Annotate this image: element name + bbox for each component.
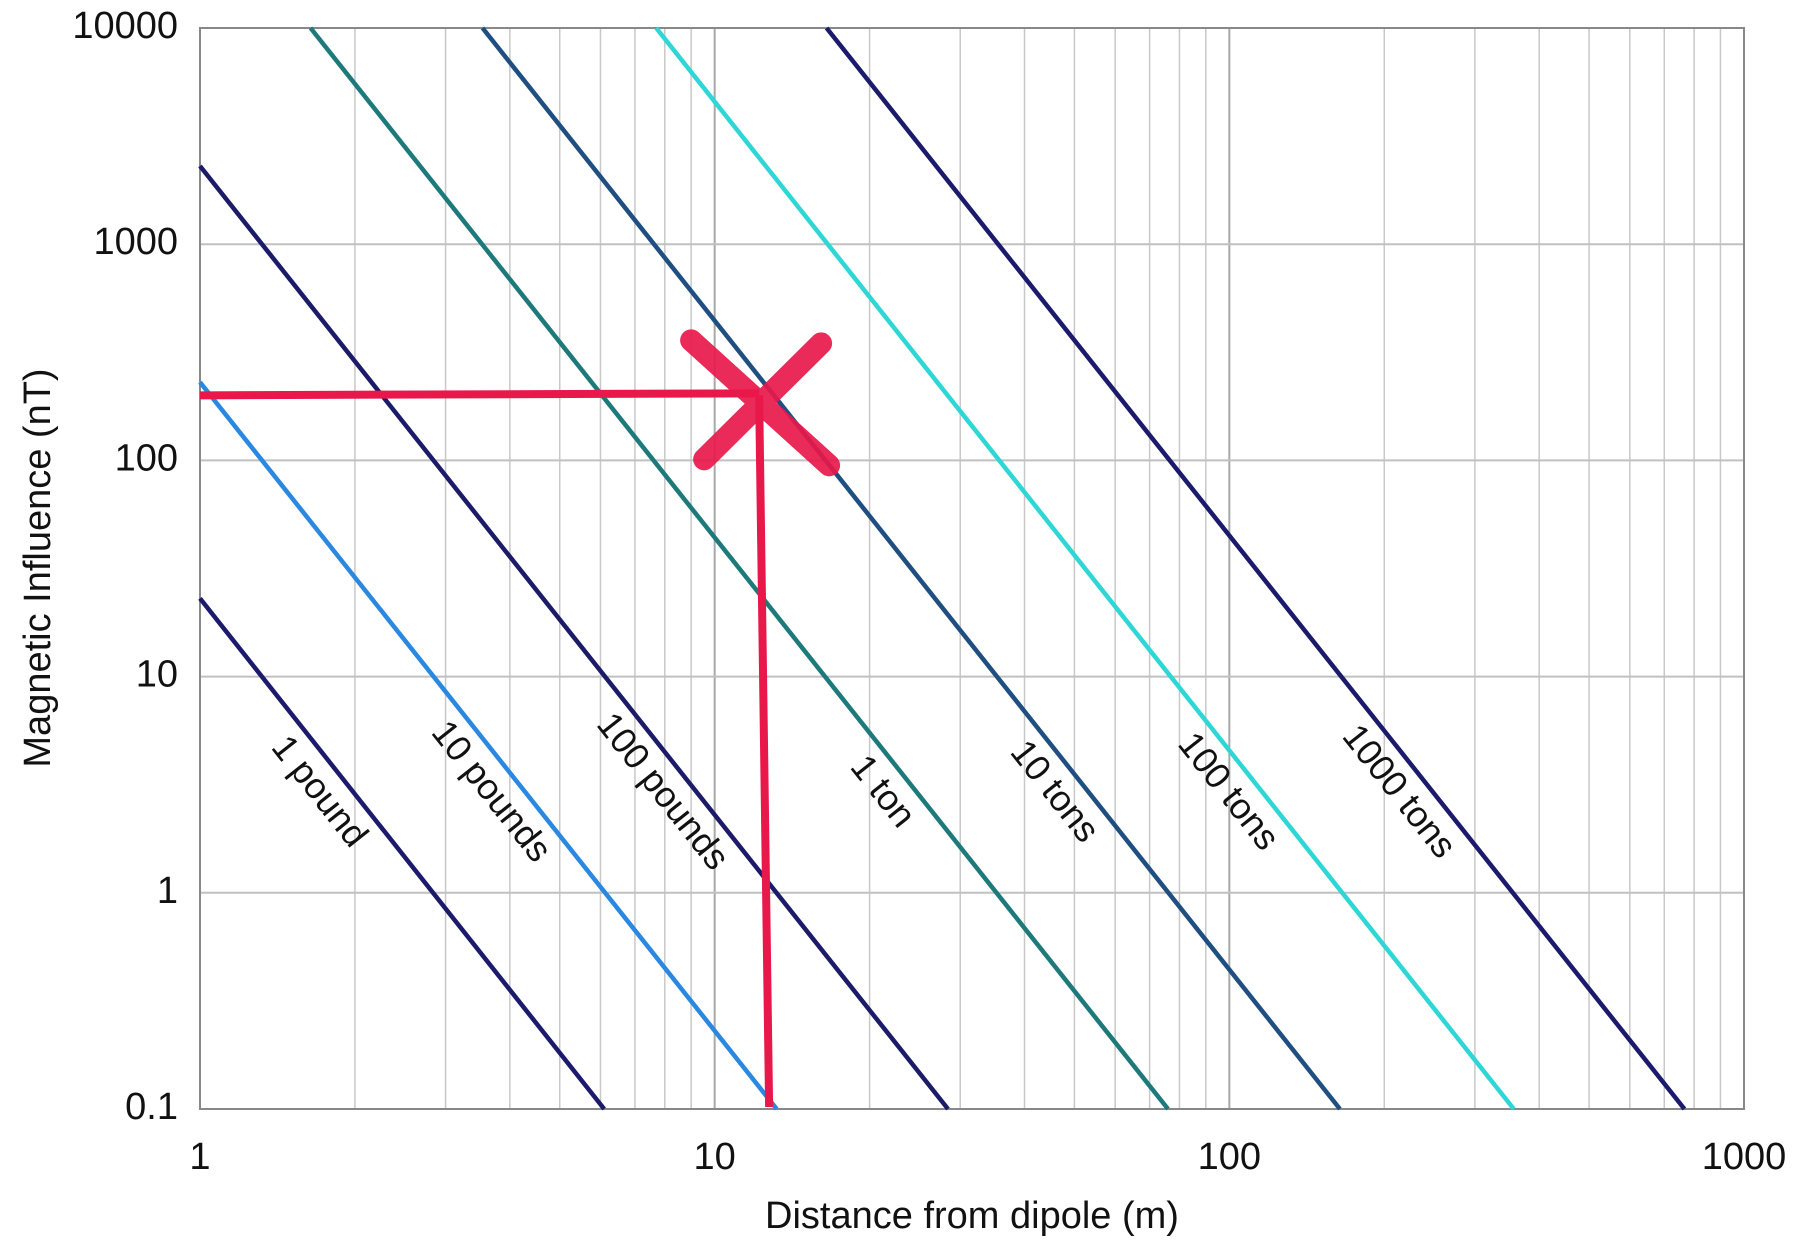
series-line	[824, 26, 1687, 1111]
y-axis-label: Magnetic Influence (nT)	[17, 368, 59, 767]
x-tick-label: 100	[1198, 1136, 1261, 1178]
plot-border	[199, 27, 1745, 1110]
x-tick-label: 1000	[1702, 1136, 1787, 1178]
x-tick-label: 10	[694, 1136, 736, 1178]
y-tick-label: 10	[136, 654, 178, 696]
x-axis-label: Distance from dipole (m)	[765, 1195, 1179, 1237]
y-tick-label: 0.1	[125, 1086, 178, 1128]
series-line	[654, 26, 1516, 1111]
series-line	[198, 164, 950, 1111]
series-line	[198, 380, 779, 1111]
y-tick-label: 1000	[93, 221, 178, 263]
y-tick-label: 1	[157, 870, 178, 912]
series-line	[308, 26, 1170, 1111]
annotation-horizontal	[199, 389, 760, 400]
y-tick-label: 100	[115, 437, 178, 479]
line-label: 1000 tons	[1335, 716, 1465, 865]
annotation-vertical	[755, 395, 774, 1108]
line-label: 1 pound	[264, 727, 377, 854]
line-label: 1 ton	[843, 747, 925, 835]
series-line	[198, 596, 606, 1111]
series-line	[480, 26, 1342, 1111]
line-label: 100 pounds	[589, 704, 738, 877]
x-tick-label: 1	[189, 1136, 210, 1178]
annotation-cross	[680, 329, 841, 477]
line-label: 10 pounds	[424, 712, 561, 869]
y-tick-label: 10000	[72, 5, 178, 47]
